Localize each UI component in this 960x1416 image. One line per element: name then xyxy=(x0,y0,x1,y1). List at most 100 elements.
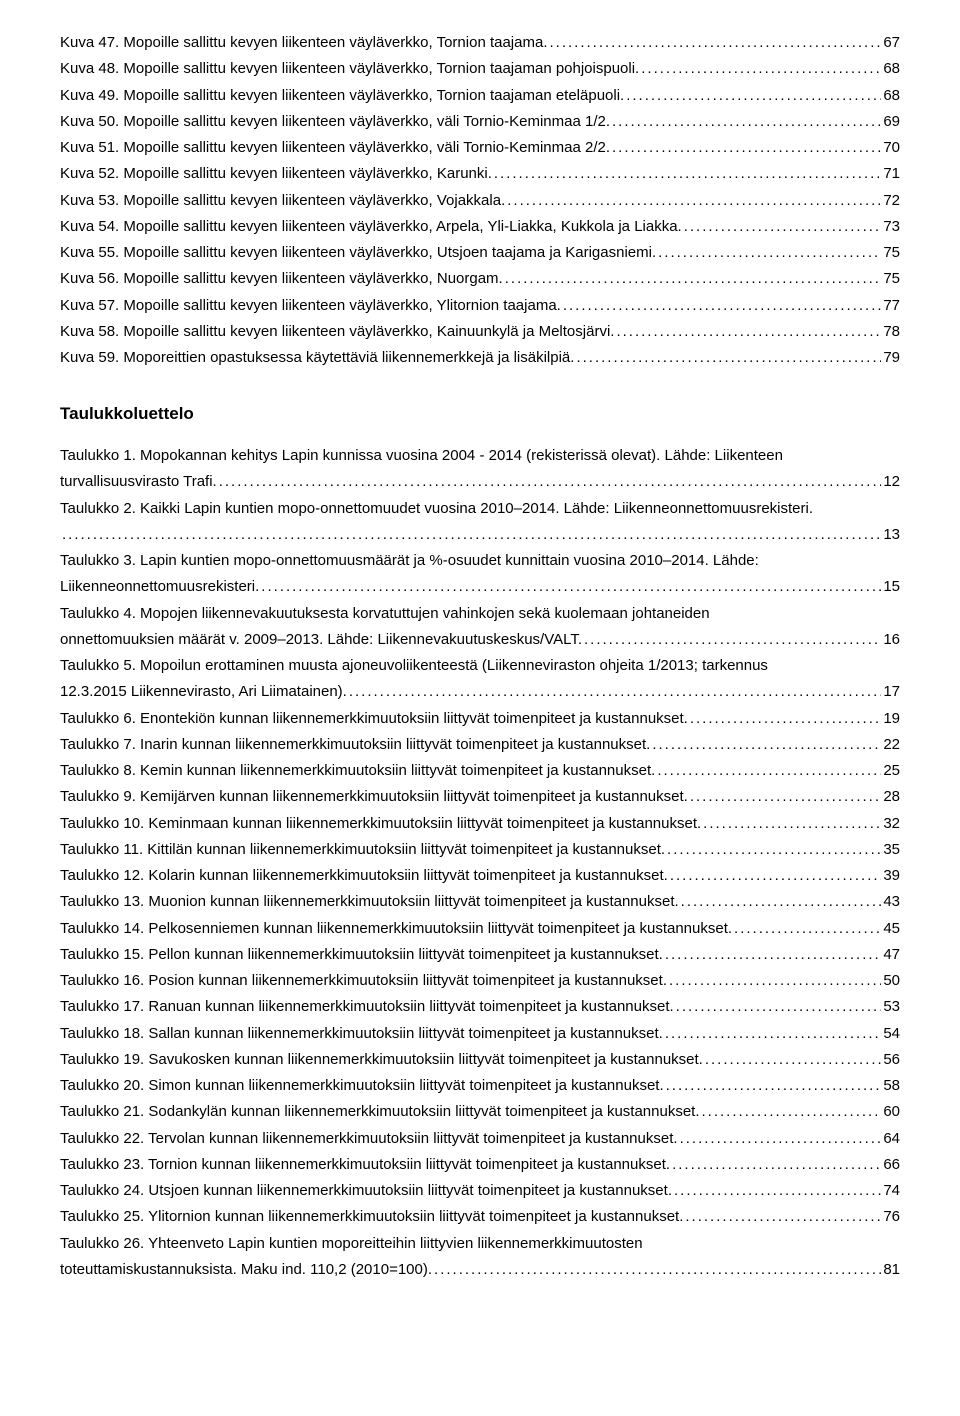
table-entry-line1: Taulukko 3. Lapin kuntien mopo-onnettomu… xyxy=(60,548,900,574)
table-entry-row: Taulukko 25. Ylitornion kunnan liikennem… xyxy=(60,1204,900,1230)
figure-entry-row: Kuva 54. Mopoille sallittu kevyen liiken… xyxy=(60,214,900,240)
leader-dots xyxy=(349,689,881,706)
table-entry-row: Taulukko 19. Savukosken kunnan liikennem… xyxy=(60,1047,900,1073)
table-entry: Taulukko 11. Kittilän kunnan liikennemer… xyxy=(60,837,900,863)
leader-dots xyxy=(658,250,881,267)
table-entry-label: turvallisuusvirasto Trafi. xyxy=(60,469,217,495)
table-entry-page: 35 xyxy=(883,837,900,863)
figure-entry-row: Kuva 47. Mopoille sallittu kevyen liiken… xyxy=(60,30,900,56)
figure-entry-page: 68 xyxy=(883,83,900,109)
table-entry: Taulukko 1. Mopokannan kehitys Lapin kun… xyxy=(60,443,900,496)
figure-list: Kuva 47. Mopoille sallittu kevyen liiken… xyxy=(60,30,900,371)
table-entry-page: 58 xyxy=(883,1073,900,1099)
leader-dots xyxy=(681,899,882,916)
table-entry-row: Taulukko 15. Pellon kunnan liikennemerkk… xyxy=(60,942,900,968)
table-entry-row: Taulukko 11. Kittilän kunnan liikennemer… xyxy=(60,837,900,863)
table-entry-label: Taulukko 12. Kolarin kunnan liikennemerk… xyxy=(60,863,668,889)
table-entry: Taulukko 3. Lapin kuntien mopo-onnettomu… xyxy=(60,548,900,601)
table-entry-page: 32 xyxy=(883,811,900,837)
leader-dots xyxy=(612,119,881,136)
figure-entry-label: Kuva 59. Moporeittien opastuksessa käyte… xyxy=(60,345,574,371)
table-entry-page: 22 xyxy=(883,732,900,758)
figure-entry-label: Kuva 47. Mopoille sallittu kevyen liiken… xyxy=(60,30,548,56)
table-entry-page: 12 xyxy=(883,469,900,495)
table-entry-page: 25 xyxy=(883,758,900,784)
figure-entry-row: Kuva 49. Mopoille sallittu kevyen liiken… xyxy=(60,83,900,109)
table-entry-line1: Taulukko 1. Mopokannan kehitys Lapin kun… xyxy=(60,443,900,469)
figure-entry: Kuva 50. Mopoille sallittu kevyen liiken… xyxy=(60,109,900,135)
figure-entry-label: Kuva 48. Mopoille sallittu kevyen liiken… xyxy=(60,56,639,82)
leader-dots xyxy=(667,847,881,864)
table-entry-row: Taulukko 6. Enontekiön kunnan liikenneme… xyxy=(60,706,900,732)
figure-entry-label: Kuva 55. Mopoille sallittu kevyen liiken… xyxy=(60,240,656,266)
table-entry-row: Taulukko 22. Tervolan kunnan liikennemer… xyxy=(60,1126,900,1152)
table-entry: Taulukko 16. Posion kunnan liikennemerkk… xyxy=(60,968,900,994)
table-entry-label: Taulukko 6. Enontekiön kunnan liikenneme… xyxy=(60,706,688,732)
figure-entry-label: Kuva 51. Mopoille sallittu kevyen liiken… xyxy=(60,135,610,161)
figure-entry-label: Kuva 54. Mopoille sallittu kevyen liiken… xyxy=(60,214,682,240)
table-entry-row: Taulukko 13. Muonion kunnan liikennemerk… xyxy=(60,889,900,915)
figure-entry: Kuva 59. Moporeittien opastuksessa käyte… xyxy=(60,345,900,371)
figure-entry: Kuva 57. Mopoille sallittu kevyen liiken… xyxy=(60,293,900,319)
leader-dots xyxy=(674,1188,881,1205)
table-list: Taulukko 1. Mopokannan kehitys Lapin kun… xyxy=(60,443,900,1283)
leader-dots xyxy=(652,742,881,759)
table-entry-row: turvallisuusvirasto Trafi. 12 xyxy=(60,469,900,495)
table-entry-page: 66 xyxy=(883,1152,900,1178)
table-entry: Taulukko 19. Savukosken kunnan liikennem… xyxy=(60,1047,900,1073)
leader-dots xyxy=(684,224,882,241)
figure-entry: Kuva 52. Mopoille sallittu kevyen liiken… xyxy=(60,161,900,187)
figure-entry: Kuva 58. Mopoille sallittu kevyen liiken… xyxy=(60,319,900,345)
figure-entry: Kuva 54. Mopoille sallittu kevyen liiken… xyxy=(60,214,900,240)
figure-entry-page: 78 xyxy=(883,319,900,345)
figure-entry-label: Kuva 56. Mopoille sallittu kevyen liiken… xyxy=(60,266,503,292)
figure-entry: Kuva 49. Mopoille sallittu kevyen liiken… xyxy=(60,83,900,109)
table-entry-row: Taulukko 24. Utsjoen kunnan liikennemerk… xyxy=(60,1178,900,1204)
table-entry-label: Liikenneonnettomuusrekisteri. xyxy=(60,574,259,600)
table-entry-row: Taulukko 8. Kemin kunnan liikennemerkkim… xyxy=(60,758,900,784)
figure-entry-label: Kuva 49. Mopoille sallittu kevyen liiken… xyxy=(60,83,624,109)
table-entry-label: Taulukko 14. Pelkosenniemen kunnan liike… xyxy=(60,916,732,942)
table-entry: Taulukko 17. Ranuan kunnan liikennemerkk… xyxy=(60,994,900,1020)
leader-dots xyxy=(641,66,881,83)
leader-dots xyxy=(669,978,881,995)
figure-entry-page: 71 xyxy=(883,161,900,187)
table-entry-row: toteuttamiskustannuksista. Maku ind. 110… xyxy=(60,1257,900,1283)
figure-entry-page: 75 xyxy=(883,266,900,292)
table-entry-row: Liikenneonnettomuusrekisteri. 15 xyxy=(60,574,900,600)
figure-entry-row: Kuva 48. Mopoille sallittu kevyen liiken… xyxy=(60,56,900,82)
leader-dots xyxy=(219,479,882,496)
table-entry: Taulukko 22. Tervolan kunnan liikennemer… xyxy=(60,1126,900,1152)
figure-entry-row: Kuva 52. Mopoille sallittu kevyen liiken… xyxy=(60,161,900,187)
table-entry: Taulukko 12. Kolarin kunnan liikennemerk… xyxy=(60,863,900,889)
leader-dots xyxy=(563,302,881,319)
table-entry-row: Taulukko 21. Sodankylän kunnan liikennem… xyxy=(60,1099,900,1125)
figure-entry: Kuva 51. Mopoille sallittu kevyen liiken… xyxy=(60,135,900,161)
figure-entry: Kuva 48. Mopoille sallittu kevyen liiken… xyxy=(60,56,900,82)
table-entry-row: Taulukko 17. Ranuan kunnan liikennemerkk… xyxy=(60,994,900,1020)
leader-dots xyxy=(666,1083,882,1100)
figure-entry-page: 73 xyxy=(883,214,900,240)
leader-dots xyxy=(550,40,882,57)
table-entry: Taulukko 13. Muonion kunnan liikennemerk… xyxy=(60,889,900,915)
table-entry-row: Taulukko 16. Posion kunnan liikennemerkk… xyxy=(60,968,900,994)
table-entry: Taulukko 15. Pellon kunnan liikennemerkk… xyxy=(60,942,900,968)
table-entry-label: Taulukko 15. Pellon kunnan liikennemerkk… xyxy=(60,942,663,968)
table-entry-label: Taulukko 16. Posion kunnan liikennemerkk… xyxy=(60,968,667,994)
table-entry-page: 60 xyxy=(883,1099,900,1125)
table-entry-line1: Taulukko 2. Kaikki Lapin kuntien mopo-on… xyxy=(60,496,900,522)
table-entry-page: 47 xyxy=(883,942,900,968)
table-entry-page: 13 xyxy=(883,522,900,548)
leader-dots xyxy=(690,794,882,811)
figure-entry-row: Kuva 53. Mopoille sallittu kevyen liiken… xyxy=(60,188,900,214)
table-entry-row: Taulukko 10. Keminmaan kunnan liikenneme… xyxy=(60,811,900,837)
leader-dots xyxy=(676,1004,882,1021)
table-entry-label: Taulukko 9. Kemijärven kunnan liikenneme… xyxy=(60,784,688,810)
table-list-heading: Taulukkoluettelo xyxy=(60,399,900,429)
leader-dots xyxy=(685,1214,881,1231)
figure-entry: Kuva 47. Mopoille sallittu kevyen liiken… xyxy=(60,30,900,56)
table-entry-label: onnettomuuksien määrät v. 2009–2013. Läh… xyxy=(60,627,582,653)
leader-dots xyxy=(680,1135,882,1152)
leader-dots xyxy=(703,820,881,837)
leader-dots xyxy=(626,92,881,109)
